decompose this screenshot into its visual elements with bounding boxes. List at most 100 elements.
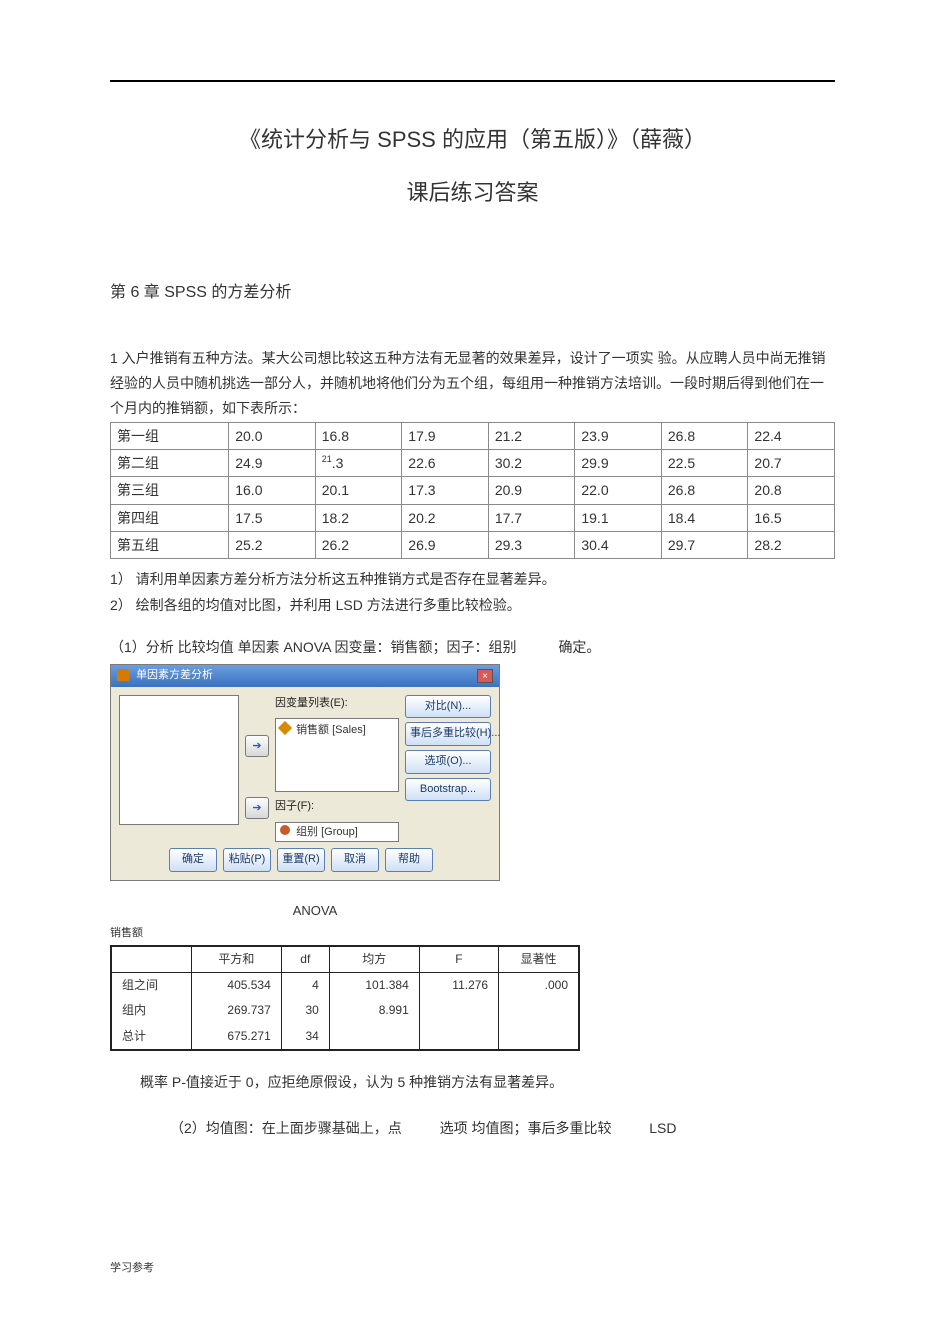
- anova-cell: [419, 998, 498, 1023]
- dialog-title-text: 单因素方差分析: [136, 669, 213, 681]
- data-cell: 21.2: [488, 422, 575, 449]
- anova-header: df: [281, 946, 329, 973]
- anova-header: 显著性: [499, 946, 579, 973]
- data-cell: 29.9: [575, 449, 662, 476]
- anova-header: 平方和: [191, 946, 281, 973]
- contrast-button[interactable]: 对比(N)...: [405, 695, 491, 719]
- table-row: 第二组24.921.322.630.229.922.520.7: [111, 449, 835, 476]
- doc-title-line2: 课后练习答案: [110, 175, 835, 210]
- anova-row-label: 总计: [111, 1024, 191, 1050]
- anova-cell: 405.534: [191, 973, 281, 999]
- row-label: 第四组: [111, 504, 229, 531]
- anova-cell: 101.384: [329, 973, 419, 999]
- anova-row-label: 组内: [111, 998, 191, 1023]
- data-cell: 30.4: [575, 532, 662, 559]
- help-button[interactable]: 帮助: [385, 848, 433, 872]
- app-icon: [117, 669, 129, 681]
- dependent-list-label: 因变量列表(E):: [275, 695, 399, 713]
- data-cell: 18.4: [661, 504, 748, 531]
- ok-button[interactable]: 确定: [169, 848, 217, 872]
- bootstrap-button[interactable]: Bootstrap...: [405, 778, 491, 802]
- source-variable-list[interactable]: [119, 695, 239, 825]
- anova-table: 平方和df均方F显著性组之间405.5344101.38411.276.000组…: [110, 945, 580, 1051]
- factor-label: 因子(F):: [275, 798, 399, 816]
- anova-cell: 269.737: [191, 998, 281, 1023]
- step-2-c: LSD: [649, 1120, 676, 1136]
- conclusion-text: 概率 P-值接近于 0，应拒绝原假设，认为 5 种推销方法有显著差异。: [140, 1071, 835, 1093]
- nominal-icon: [280, 825, 290, 835]
- data-cell: 20.0: [229, 422, 316, 449]
- data-cell: 20.1: [315, 477, 402, 504]
- row-label: 第一组: [111, 422, 229, 449]
- data-cell: 20.7: [748, 449, 835, 476]
- data-cell: 17.3: [402, 477, 489, 504]
- dialog-body: ➔ ➔ 因变量列表(E): 销售额 [Sales] 因子(F): 组别 [Gro…: [111, 687, 499, 880]
- data-cell: 29.3: [488, 532, 575, 559]
- anova-row: 组内269.737308.991: [111, 998, 579, 1023]
- data-cell: 17.7: [488, 504, 575, 531]
- step-2-b: 选项 均值图；事后多重比较: [440, 1120, 612, 1136]
- data-cell: 22.4: [748, 422, 835, 449]
- data-cell: 30.2: [488, 449, 575, 476]
- scale-icon: [278, 721, 292, 735]
- table-row: 第五组25.226.226.929.330.429.728.2: [111, 532, 835, 559]
- row-label: 第三组: [111, 477, 229, 504]
- data-cell: 17.9: [402, 422, 489, 449]
- anova-cell: [499, 998, 579, 1023]
- reset-button[interactable]: 重置(R): [277, 848, 325, 872]
- move-to-factor-button[interactable]: ➔: [245, 797, 269, 819]
- anova-cell: 11.276: [419, 973, 498, 999]
- data-cell: 16.5: [748, 504, 835, 531]
- dialog-titlebar: 单因素方差分析 ×: [111, 665, 499, 687]
- anova-cell: 4: [281, 973, 329, 999]
- data-cell: 16.8: [315, 422, 402, 449]
- close-icon[interactable]: ×: [477, 669, 493, 683]
- data-cell: 16.0: [229, 477, 316, 504]
- table-row: 第四组17.518.220.217.719.118.416.5: [111, 504, 835, 531]
- data-cell: 26.9: [402, 532, 489, 559]
- side-buttons: 对比(N)... 事后多重比较(H)... 选项(O)... Bootstrap…: [405, 695, 491, 842]
- anova-cell: [419, 1024, 498, 1050]
- paste-button[interactable]: 粘贴(P): [223, 848, 271, 872]
- anova-row-label: 组之间: [111, 973, 191, 999]
- transfer-buttons: ➔ ➔: [245, 695, 269, 842]
- row-label: 第二组: [111, 449, 229, 476]
- row-label: 第五组: [111, 532, 229, 559]
- data-cell: 26.8: [661, 422, 748, 449]
- top-rule: [110, 80, 835, 82]
- data-cell: 26.2: [315, 532, 402, 559]
- posthoc-button[interactable]: 事后多重比较(H)...: [405, 722, 491, 746]
- step-1-text: （1）分析 比较均值 单因素 ANOVA 因变量：销售额；因子：组别 确定。: [110, 636, 835, 658]
- move-to-dependent-button[interactable]: ➔: [245, 735, 269, 757]
- anova-cell: 30: [281, 998, 329, 1023]
- step-1-text-b: 确定。: [558, 639, 600, 655]
- sales-data-table: 第一组20.016.817.921.223.926.822.4第二组24.921…: [110, 422, 835, 560]
- question-1: 1） 请利用单因素方差分析方法分析这五种推销方式是否存在显著差异。: [110, 567, 835, 592]
- options-button[interactable]: 选项(O)...: [405, 750, 491, 774]
- step-1-text-a: （1）分析 比较均值 单因素 ANOVA 因变量：销售额；因子：组别: [110, 639, 517, 655]
- anova-row: 总计675.27134: [111, 1024, 579, 1050]
- data-cell: 17.5: [229, 504, 316, 531]
- dependent-list[interactable]: 销售额 [Sales]: [275, 718, 399, 792]
- anova-caption: ANOVA: [110, 901, 520, 922]
- data-cell: 21.3: [315, 449, 402, 476]
- anova-cell: [499, 1024, 579, 1050]
- data-cell: 28.2: [748, 532, 835, 559]
- anova-cell: .000: [499, 973, 579, 999]
- bottom-buttons: 确定 粘贴(P) 重置(R) 取消 帮助: [119, 842, 491, 872]
- anova-header: 均方: [329, 946, 419, 973]
- footer-text: 学习参考: [110, 1260, 835, 1278]
- anova-cell: 34: [281, 1024, 329, 1050]
- data-cell: 25.2: [229, 532, 316, 559]
- step-2-text: （2）均值图：在上面步骤基础上，点 选项 均值图；事后多重比较 LSD: [170, 1117, 835, 1139]
- doc-title-line1: 《统计分析与 SPSS 的应用（第五版）》（薛薇）: [110, 122, 835, 157]
- data-cell: 22.0: [575, 477, 662, 504]
- table-row: 第三组16.020.117.320.922.026.820.8: [111, 477, 835, 504]
- data-cell: 22.5: [661, 449, 748, 476]
- data-cell: 20.8: [748, 477, 835, 504]
- cancel-button[interactable]: 取消: [331, 848, 379, 872]
- factor-box[interactable]: 组别 [Group]: [275, 822, 399, 842]
- anova-row: 组之间405.5344101.38411.276.000: [111, 973, 579, 999]
- anova-header: F: [419, 946, 498, 973]
- anova-cell: 675.271: [191, 1024, 281, 1050]
